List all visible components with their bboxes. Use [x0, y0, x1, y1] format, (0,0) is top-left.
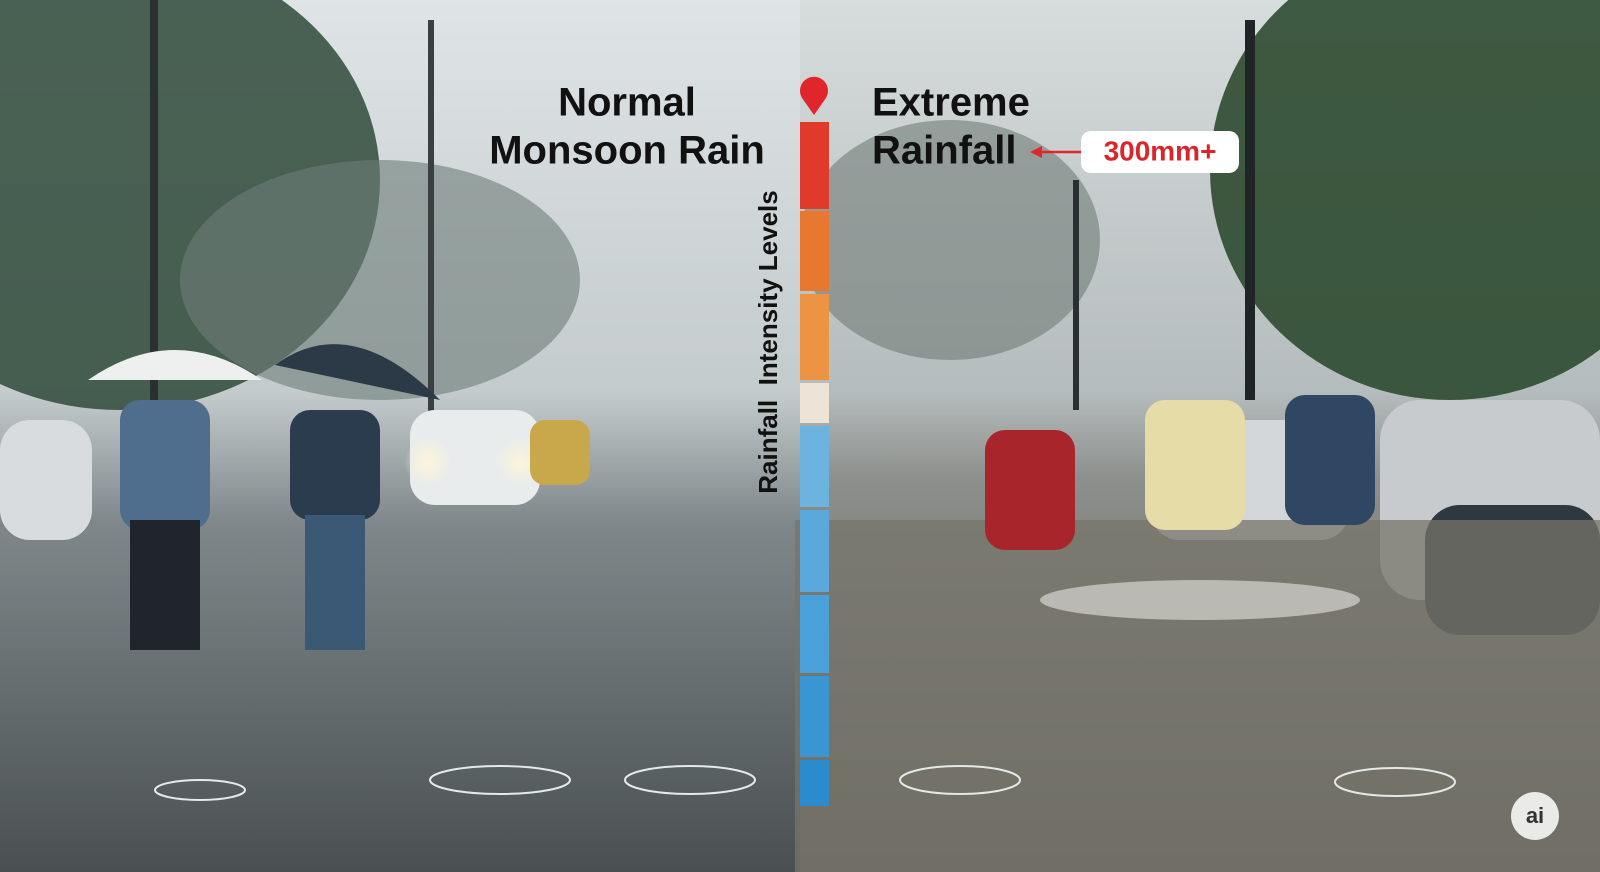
scale-segment — [800, 211, 829, 291]
scale-segment — [800, 510, 829, 592]
scale-segment — [800, 676, 829, 757]
scale-label: Rainfall Intensity Levels — [753, 190, 783, 493]
scale-segment — [800, 383, 829, 423]
right-title: Rainfall — [872, 129, 1016, 173]
scale-segment — [800, 760, 829, 806]
scale-segment — [800, 122, 829, 209]
ai-badge: ai — [1511, 792, 1559, 840]
left-scene — [0, 0, 800, 872]
left-title: Monsoon Rain — [489, 129, 765, 173]
right-title: Extreme — [872, 81, 1030, 125]
scale-segment — [800, 426, 829, 507]
left-title: Normal — [558, 81, 696, 125]
pin-marker — [800, 76, 829, 115]
badge-text: ai — [1526, 803, 1544, 828]
callout-text: 300mm+ — [1104, 135, 1217, 166]
scale-segment — [800, 294, 829, 380]
intensity-scale: Rainfall Intensity Levels — [753, 76, 829, 806]
callout: 300mm+ — [1030, 131, 1239, 173]
scale-segment — [800, 595, 829, 673]
